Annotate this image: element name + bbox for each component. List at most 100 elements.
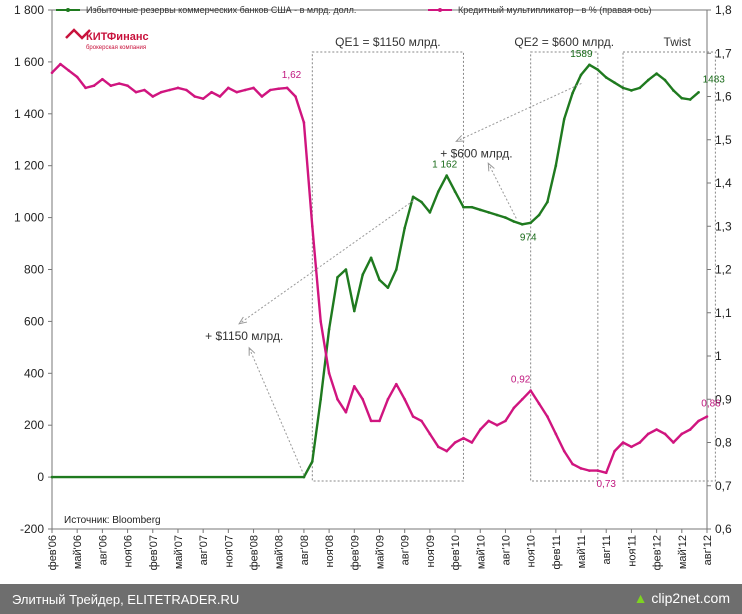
multiplier-data-point bbox=[688, 428, 692, 431]
multiplier-data-point bbox=[327, 372, 331, 375]
multiplier-data-point bbox=[672, 441, 675, 444]
x-axis-tick-label: авг'11 bbox=[601, 535, 613, 565]
annotation-arrow-head bbox=[248, 346, 256, 356]
annotation-arrow bbox=[248, 347, 305, 476]
right-axis-tick-label: 1,3 bbox=[715, 219, 732, 233]
multiplier-data-point bbox=[546, 415, 549, 418]
source-note: Источник: Bloomberg bbox=[64, 515, 161, 526]
reserves-data-point bbox=[529, 221, 532, 225]
x-axis-tick-label: май'10 bbox=[475, 535, 487, 569]
annotation-qe2-amount: + $600 млрд. bbox=[440, 146, 512, 160]
multiplier-data-point bbox=[277, 87, 281, 91]
reserves-data-point bbox=[378, 278, 381, 282]
right-axis-tick-label: 1,7 bbox=[715, 46, 732, 60]
right-axis-tick-label: 1,4 bbox=[715, 176, 732, 190]
multiplier-data-point bbox=[646, 432, 650, 436]
multiplier-series-line bbox=[51, 62, 708, 474]
reserves-data-point bbox=[537, 213, 541, 217]
multiplier-data-point bbox=[50, 71, 54, 75]
left-axis-tick-label: 0 bbox=[37, 470, 44, 484]
reserves-data-point bbox=[512, 220, 516, 223]
reserves-data-point bbox=[436, 190, 440, 193]
left-axis-tick-label: 1 400 bbox=[14, 107, 44, 121]
reserves-data-point bbox=[353, 309, 356, 313]
right-axis-tick-label: 0,6 bbox=[715, 522, 732, 536]
multiplier-data-point bbox=[117, 82, 121, 85]
multiplier-data-point bbox=[495, 423, 499, 427]
reserves-data-point bbox=[344, 268, 348, 271]
x-axis-tick-label: май'11 bbox=[576, 535, 588, 568]
reserves-data-point bbox=[445, 174, 448, 177]
multiplier-data-point bbox=[613, 449, 616, 453]
reserves-data-point bbox=[411, 195, 415, 199]
reserves-data-point bbox=[613, 81, 616, 84]
multiplier-data-point bbox=[462, 436, 465, 440]
reserves-data-point bbox=[319, 397, 323, 401]
reserves-value-label: 1589 bbox=[570, 49, 593, 60]
multiplier-data-point bbox=[638, 441, 642, 444]
left-axis-tick-label: 1 800 bbox=[14, 3, 44, 17]
multiplier-data-point bbox=[428, 432, 432, 436]
reserves-data-point bbox=[504, 216, 507, 219]
annotation-arrow bbox=[456, 83, 582, 142]
reserves-data-point bbox=[361, 273, 365, 276]
multiplier-data-point bbox=[243, 88, 247, 92]
multiplier-data-point bbox=[394, 382, 398, 386]
plot-frame bbox=[51, 9, 708, 530]
multiplier-data-point bbox=[319, 320, 323, 323]
x-axis-tick-label: фев'11 bbox=[551, 535, 563, 570]
reserves-data-point bbox=[470, 205, 474, 209]
multiplier-data-point bbox=[159, 90, 163, 94]
x-axis-tick-label: ноя'09 bbox=[425, 535, 437, 567]
reserves-data-point bbox=[327, 327, 331, 331]
multiplier-data-point bbox=[680, 432, 684, 436]
reserves-data-point bbox=[369, 256, 373, 260]
reserves-data-point bbox=[478, 208, 482, 212]
multiplier-data-point bbox=[579, 467, 583, 470]
legend-label: Кредитный мультипликатор - в % (правая о… bbox=[458, 5, 651, 15]
multiplier-value-label: 0,86 bbox=[701, 399, 721, 410]
multiplier-data-point bbox=[361, 397, 365, 401]
annotation-qe1-amount: + $1150 млрд. bbox=[205, 329, 283, 343]
region-box bbox=[622, 51, 716, 482]
multiplier-data-point bbox=[470, 441, 474, 444]
reserves-data-point bbox=[588, 63, 591, 67]
multiplier-data-point bbox=[294, 95, 297, 98]
multiplier-data-point bbox=[663, 432, 667, 436]
legend-marker bbox=[438, 8, 442, 12]
multiplier-data-point bbox=[126, 84, 129, 87]
annotation-arrow-head bbox=[238, 316, 248, 325]
footer-brand-logo[interactable]: ▲ clip2net.com bbox=[634, 590, 730, 606]
chart-svg: -200 0 200 400 600 800 1 000 1 200 1 400 1 600 1 8… bbox=[14, 3, 732, 570]
footer-bar: Элитный Трейдер, ELITETRADER.RU ▲ clip2n… bbox=[0, 584, 742, 614]
right-axis-tick-label: 1,8 bbox=[715, 3, 732, 17]
x-axis-tick-label: фев'07 bbox=[148, 535, 160, 570]
reserves-data-point bbox=[672, 89, 675, 92]
multiplier-data-point bbox=[562, 449, 566, 453]
legend-marker bbox=[66, 8, 70, 12]
left-axis-tick-label: 600 bbox=[24, 314, 44, 328]
reserves-data-point bbox=[630, 89, 633, 92]
multiplier-data-point bbox=[84, 86, 87, 90]
multiplier-data-point bbox=[176, 86, 180, 90]
annotation-arrow bbox=[238, 200, 414, 325]
multiplier-data-point bbox=[101, 77, 104, 81]
left-axis-tick-label: 1 600 bbox=[14, 55, 44, 69]
reserves-value-label: 1483 bbox=[703, 74, 726, 85]
multiplier-data-point bbox=[529, 389, 532, 392]
brand-suffix: net.com bbox=[680, 590, 730, 606]
leaf-icon: ▲ bbox=[633, 590, 648, 606]
multiplier-data-point bbox=[151, 95, 155, 98]
reserves-data-point bbox=[697, 90, 700, 94]
multiplier-data-point bbox=[630, 445, 633, 449]
multiplier-data-point bbox=[411, 415, 415, 418]
multiplier-data-point bbox=[504, 419, 507, 423]
x-axis-tick-label: авг'12 bbox=[702, 535, 714, 565]
multiplier-data-point bbox=[344, 410, 348, 414]
reserves-data-point bbox=[596, 68, 600, 71]
right-axis-tick-label: 1,6 bbox=[715, 90, 732, 104]
multiplier-data-point bbox=[588, 469, 591, 472]
reserves-series-line bbox=[52, 63, 700, 479]
multiplier-data-point bbox=[596, 469, 600, 472]
